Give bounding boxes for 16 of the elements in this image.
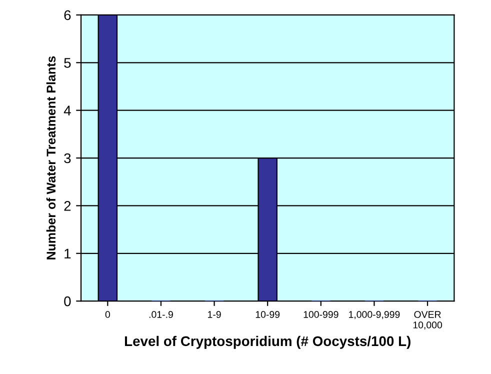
x-tick-label: 100-999 [304,311,338,318]
x-tick-label: 1-9 [208,311,221,318]
x-tick-label: 1,000-9,999 [349,311,400,320]
x-tick-label: .01-.9 [149,311,173,318]
y-tick-label: 1 [64,248,71,258]
x-tick-label: 10-99 [256,311,280,318]
x-tick-label: 0 [105,311,110,318]
y-tick-label: 2 [64,201,71,211]
y-tick-label: 6 [64,10,71,20]
x-tick-label: OVER 10,000 [413,311,442,330]
y-tick-label: 3 [64,153,71,164]
y-tick-label: 5 [64,58,71,68]
y-tick-label: 0 [64,296,71,306]
x-axis-title: Level of Cryptosporidium (# Oocysts/100 L) [124,336,410,349]
y-axis-title: Number of Water Treatment Plants [46,56,56,260]
y-tick-label: 4 [64,106,71,116]
